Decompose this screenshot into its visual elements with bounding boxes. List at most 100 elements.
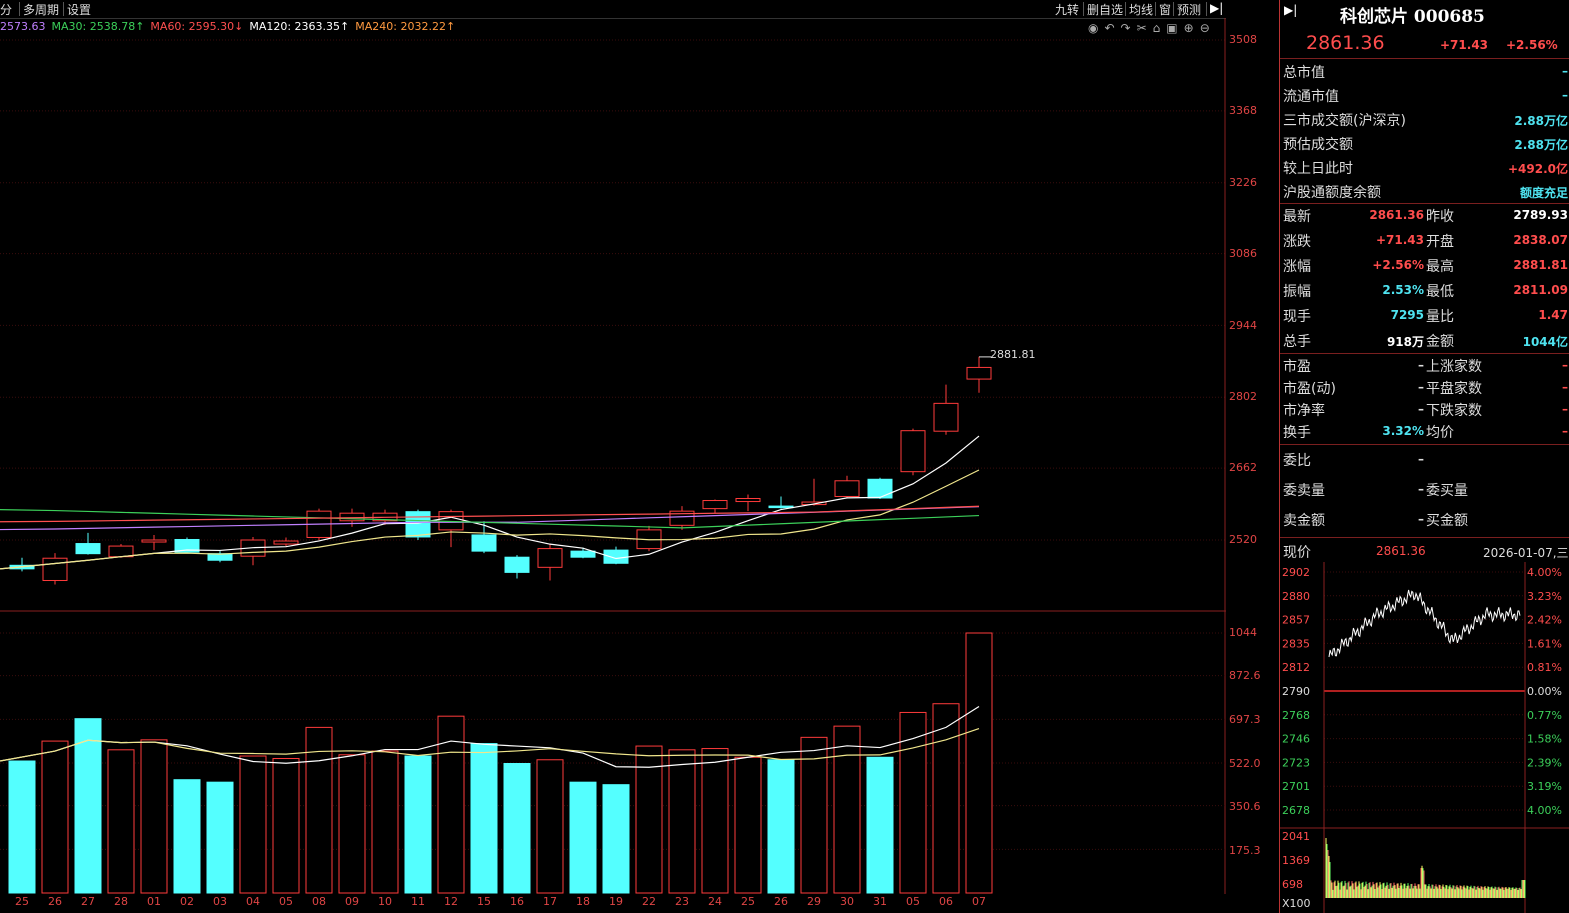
date-tick: 29 [807, 895, 821, 908]
quote-label: 涨幅 [1283, 259, 1311, 275]
quote-label: 昨收 [1426, 209, 1454, 225]
date-tick: 05 [279, 895, 293, 908]
zoom-in-icon[interactable]: ⊕ [1183, 21, 1200, 35]
mini-right-tick: 0.81% [1527, 661, 1562, 674]
quote-label: 现手 [1283, 309, 1311, 325]
candle-body [471, 534, 497, 552]
stat-label: 均价 [1426, 425, 1454, 441]
stat-label: 换手 [1283, 425, 1311, 441]
date-tick: 16 [510, 895, 524, 908]
zoom-out-icon[interactable]: ⊖ [1199, 21, 1216, 35]
scissors-icon[interactable]: ✂ [1136, 21, 1153, 35]
mini-volume-tick: 1369 [1282, 854, 1310, 867]
quote-label: 金额 [1426, 334, 1454, 350]
info-value: +492.0亿 [1507, 162, 1568, 176]
quote-value: 1044亿 [1522, 335, 1568, 349]
mini-left-tick: 2768 [1282, 709, 1310, 722]
mini-right-tick: 1.61% [1527, 637, 1562, 650]
back-icon[interactable]: ▶| [1284, 3, 1298, 17]
collapse-panel-icon[interactable]: ▶| [1210, 1, 1224, 15]
quote-value: 2789.93 [1513, 208, 1568, 222]
kline-chart[interactable] [0, 18, 1226, 894]
mini-right-tick: 2.39% [1527, 756, 1562, 769]
date-tick: 27 [81, 895, 95, 908]
lock-icon[interactable]: ⌂ [1152, 21, 1167, 35]
quote-label: 最高 [1426, 259, 1454, 275]
redo-icon[interactable]: ↷ [1120, 21, 1137, 35]
mini-left-tick: 2857 [1282, 614, 1310, 627]
toolbar-forecast[interactable]: 预测 [1177, 3, 1202, 17]
mini-right-tick: 4.00% [1527, 804, 1562, 817]
stat-value: – [1418, 358, 1424, 372]
volume-bar [701, 748, 729, 894]
candle-body [669, 510, 695, 526]
info-value: 2.88万亿 [1514, 138, 1568, 152]
toolbar-period-minute[interactable]: 分 [0, 3, 13, 17]
toolbar-settings[interactable]: 设置 [67, 3, 92, 17]
date-tick: 17 [543, 895, 557, 908]
quote-label: 涨跌 [1283, 234, 1311, 250]
mini-left-tick: 2678 [1282, 804, 1310, 817]
stat-label: 市净率 [1283, 403, 1325, 419]
toolbar-ma[interactable]: 均线 [1129, 3, 1154, 17]
candle-body [702, 500, 728, 510]
volume-bar [404, 755, 432, 894]
volume-bar [74, 718, 102, 894]
mini-left-tick: 2812 [1282, 661, 1310, 674]
candle-body [75, 543, 101, 555]
date-tick: 12 [444, 895, 458, 908]
toolbar-remove-favorite[interactable]: 删自选 [1087, 3, 1124, 17]
date-tick: 31 [873, 895, 887, 908]
quote-panel: ▶| 科创芯片 000685 2861.36 +71.43 +2.56% 总市值… [1279, 0, 1569, 913]
quote-label: 最低 [1426, 284, 1454, 300]
info-label: 流通市值 [1283, 89, 1339, 105]
candle-body [273, 540, 299, 545]
volume-bar [470, 743, 498, 894]
ma20-line [0, 506, 980, 531]
quote-label: 开盘 [1426, 234, 1454, 250]
stat-value: – [1418, 380, 1424, 394]
volume-bar [140, 739, 168, 894]
volume-bar [800, 736, 828, 894]
info-value: 2.88万亿 [1514, 114, 1568, 128]
volume-ma10-line [0, 727, 980, 762]
volume-bar [899, 711, 927, 894]
toolbar-multi-period[interactable]: 多周期 [23, 3, 60, 17]
eye-icon[interactable]: ◉ [1088, 21, 1105, 35]
toolbar-jiuzhuan[interactable]: 九转 [1055, 3, 1080, 17]
ma-legend-item: 2573.63 [0, 20, 46, 33]
date-tick: 06 [939, 895, 953, 908]
volume-bar [932, 703, 960, 894]
intraday-chart[interactable]: 2902 4.00% 2880 3.23% 2857 2.42% 2835 1.61% 2812… [1280, 562, 1569, 913]
stat-value: – [1562, 424, 1568, 438]
mini-right-tick: 3.19% [1527, 780, 1562, 793]
date-tick: 07 [972, 895, 986, 908]
candle-body [42, 557, 68, 581]
date-tick: 05 [906, 895, 920, 908]
date-tick: 04 [246, 895, 260, 908]
order-value: – [1418, 452, 1424, 466]
price-tick: 2944 [1229, 319, 1257, 332]
ma5-line [0, 435, 980, 570]
info-label: 三市成交额(沪深京) [1283, 113, 1406, 129]
price-tick: 2520 [1229, 533, 1257, 546]
mini-right-tick: 0.77% [1527, 709, 1562, 722]
toolbar-window[interactable]: 窗 [1159, 3, 1172, 17]
volume-tick: 175.3 [1229, 844, 1261, 857]
mini-left-tick: 2880 [1282, 590, 1310, 603]
date-tick: 25 [15, 895, 29, 908]
stat-label: 市盈 [1283, 359, 1311, 375]
undo-icon[interactable]: ↶ [1104, 21, 1121, 35]
quote-value: +71.43 [1375, 233, 1424, 247]
date-tick: 30 [840, 895, 854, 908]
ma10-line [0, 469, 980, 570]
candle-body [108, 545, 134, 558]
info-label: 沪股通额度余额 [1283, 185, 1381, 201]
volume-bar [635, 745, 663, 894]
volume-bar [437, 715, 465, 894]
quote-label: 最新 [1283, 209, 1311, 225]
quote-value: +2.56% [1372, 258, 1424, 272]
stat-label: 下跌家数 [1426, 403, 1482, 419]
delete-icon[interactable]: ▣ [1166, 21, 1184, 35]
date-tick: 03 [213, 895, 227, 908]
